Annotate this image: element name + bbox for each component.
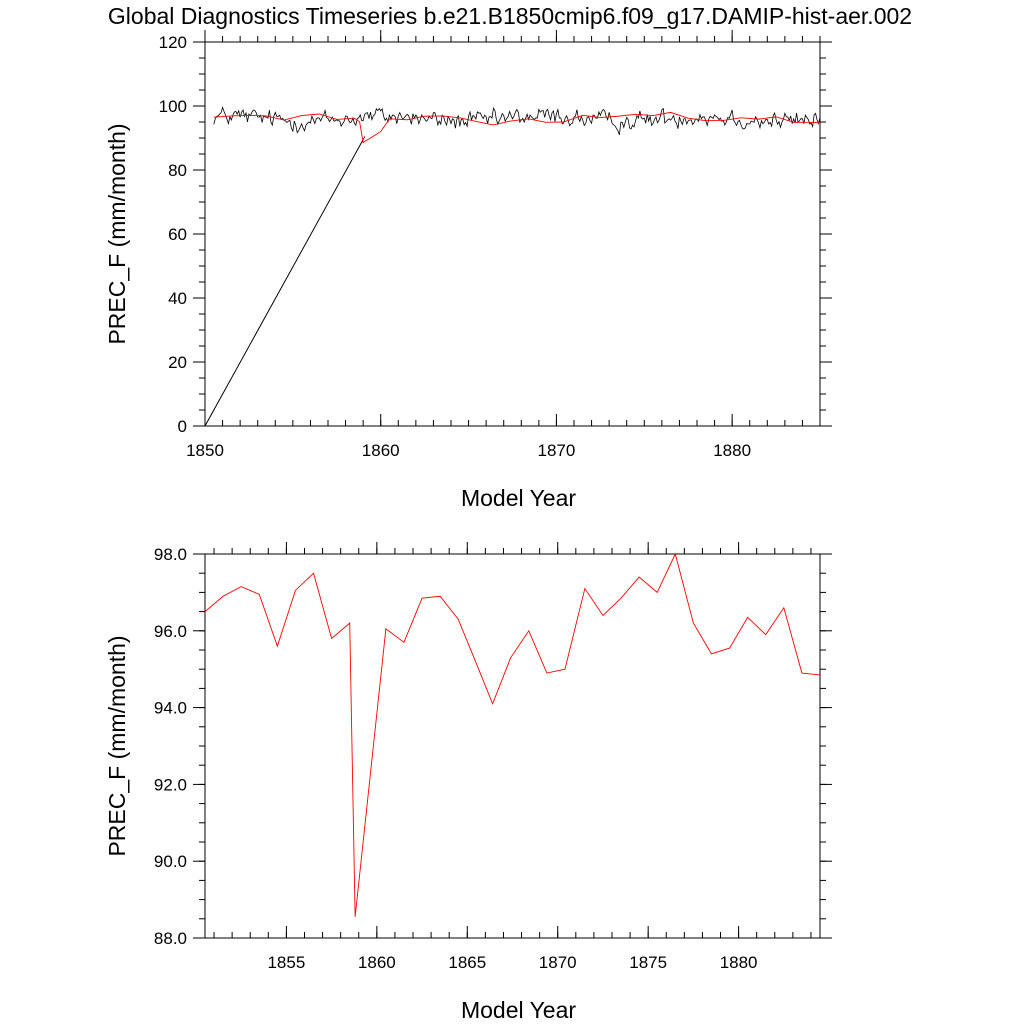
top-xtick-label: 1870 bbox=[538, 441, 576, 460]
top-plot-frame bbox=[204, 41, 821, 427]
top-xtick-label: 1850 bbox=[186, 441, 224, 460]
bottom-ytick-label: 98.0 bbox=[154, 545, 187, 564]
top-xtick-label: 1880 bbox=[713, 441, 751, 460]
bottom-y-axis-label: PREC_F (mm/month) bbox=[104, 635, 130, 856]
bottom-ytick-label: 88.0 bbox=[154, 929, 187, 948]
bottom-xtick-label: 1855 bbox=[267, 953, 305, 972]
top-y-axis-label: PREC_F (mm/month) bbox=[104, 123, 130, 344]
top-x-axis-label: Model Year bbox=[461, 485, 576, 511]
top-ytick-label: 60 bbox=[168, 225, 187, 244]
bottom-ytick-label: 92.0 bbox=[154, 775, 187, 794]
bottom-xtick-label: 1880 bbox=[720, 953, 758, 972]
top-series-monthly-line bbox=[213, 106, 821, 135]
top-ytick-label: 120 bbox=[159, 33, 187, 52]
bottom-plot-frame bbox=[204, 553, 821, 939]
bottom-series-annual-mean-line bbox=[204, 552, 821, 917]
top-series-ramp-line bbox=[204, 136, 366, 427]
bottom-xtick-label: 1865 bbox=[448, 953, 486, 972]
bottom-panel-chart: 88.0 90.0 92.0 94.0 96.0 98.0 1855 1860 1865 1870… bbox=[104, 542, 832, 1023]
bottom-xtick-label: 1875 bbox=[629, 953, 667, 972]
top-ytick-label: 40 bbox=[168, 289, 187, 308]
bottom-xtick-label: 1860 bbox=[358, 953, 396, 972]
bottom-ytick-label: 94.0 bbox=[154, 699, 187, 718]
top-series-annual-mean-line bbox=[213, 111, 821, 144]
top-ytick-label: 100 bbox=[159, 97, 187, 116]
bottom-xtick-label: 1870 bbox=[539, 953, 577, 972]
top-ytick-label: 20 bbox=[168, 353, 187, 372]
top-ytick-label: 80 bbox=[168, 161, 187, 180]
bottom-x-axis-label: Model Year bbox=[461, 997, 576, 1023]
figure-title: Global Diagnostics Timeseries b.e21.B185… bbox=[108, 3, 912, 29]
top-ytick-label: 0 bbox=[178, 417, 187, 436]
top-xtick-label: 1860 bbox=[362, 441, 400, 460]
bottom-ytick-label: 90.0 bbox=[154, 852, 187, 871]
bottom-ytick-label: 96.0 bbox=[154, 622, 187, 641]
top-panel-chart: 0 20 40 60 80 100 120 1850 1860 1870 1880 Model Yea… bbox=[104, 30, 832, 511]
